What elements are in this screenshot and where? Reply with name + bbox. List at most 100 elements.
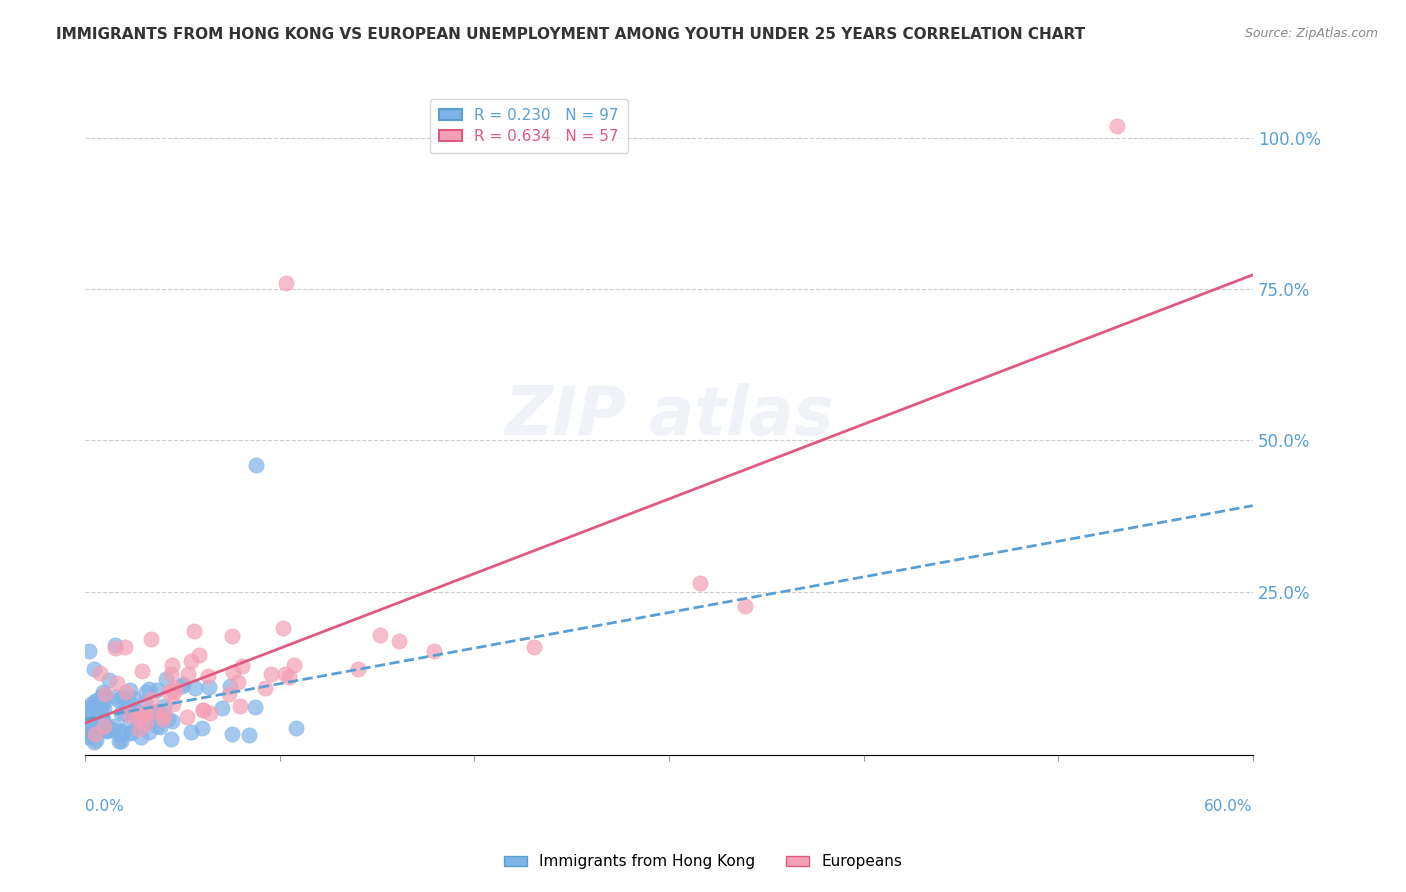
Europeans	[160, 666, 183, 681]
Immigrants from Hong Kong	[91, 689, 114, 703]
Immigrants from Hong Kong	[80, 712, 103, 726]
Immigrants from Hong Kong	[90, 712, 112, 726]
Immigrants from Hong Kong	[118, 682, 141, 697]
Europeans	[127, 710, 149, 724]
Europeans	[271, 621, 294, 635]
Europeans	[114, 640, 136, 654]
Immigrants from Hong Kong	[138, 714, 160, 728]
Immigrants from Hong Kong	[76, 730, 98, 744]
Immigrants from Hong Kong	[97, 720, 120, 734]
Europeans	[162, 697, 184, 711]
Europeans	[120, 708, 142, 723]
Immigrants from Hong Kong	[191, 722, 214, 736]
Europeans	[274, 667, 297, 681]
Immigrants from Hong Kong	[112, 706, 135, 721]
Immigrants from Hong Kong	[89, 714, 111, 729]
Europeans	[163, 685, 186, 699]
Immigrants from Hong Kong	[221, 727, 243, 741]
Europeans	[423, 643, 446, 657]
Text: Source: ZipAtlas.com: Source: ZipAtlas.com	[1244, 27, 1378, 40]
Immigrants from Hong Kong	[93, 713, 115, 727]
Immigrants from Hong Kong	[77, 716, 100, 731]
Europeans	[134, 707, 156, 722]
Immigrants from Hong Kong	[198, 680, 221, 694]
Europeans	[139, 692, 162, 706]
Europeans	[231, 659, 253, 673]
Immigrants from Hong Kong	[101, 723, 124, 738]
Immigrants from Hong Kong	[93, 723, 115, 737]
Immigrants from Hong Kong	[211, 701, 233, 715]
Immigrants from Hong Kong	[146, 683, 169, 698]
Europeans	[180, 654, 202, 668]
Europeans	[283, 657, 305, 672]
Europeans	[222, 665, 245, 680]
Immigrants from Hong Kong	[83, 735, 105, 749]
Immigrants from Hong Kong	[91, 711, 114, 725]
Immigrants from Hong Kong	[138, 724, 160, 739]
Europeans	[689, 575, 711, 590]
Immigrants from Hong Kong	[112, 690, 135, 704]
Immigrants from Hong Kong	[75, 728, 97, 742]
Immigrants from Hong Kong	[184, 681, 207, 695]
Europeans	[218, 687, 240, 701]
Text: ZIP atlas: ZIP atlas	[505, 384, 834, 450]
Immigrants from Hong Kong	[105, 690, 128, 705]
Europeans	[177, 667, 200, 681]
Immigrants from Hong Kong	[107, 693, 129, 707]
Europeans	[387, 634, 409, 648]
Immigrants from Hong Kong	[120, 724, 142, 739]
Immigrants from Hong Kong	[80, 728, 103, 742]
Europeans	[183, 624, 205, 638]
Europeans	[139, 632, 162, 646]
Text: IMMIGRANTS FROM HONG KONG VS EUROPEAN UNEMPLOYMENT AMONG YOUTH UNDER 25 YEARS CO: IMMIGRANTS FROM HONG KONG VS EUROPEAN UN…	[56, 27, 1085, 42]
Europeans	[274, 276, 297, 290]
Europeans	[277, 670, 299, 684]
Europeans	[94, 688, 117, 702]
Immigrants from Hong Kong	[75, 723, 97, 737]
Europeans	[157, 685, 180, 699]
Immigrants from Hong Kong	[91, 696, 114, 710]
Europeans	[104, 640, 127, 655]
Immigrants from Hong Kong	[127, 718, 149, 732]
Immigrants from Hong Kong	[82, 716, 104, 731]
Immigrants from Hong Kong	[93, 701, 115, 715]
Europeans	[89, 665, 111, 680]
Immigrants from Hong Kong	[245, 700, 267, 714]
Text: 60.0%: 60.0%	[1205, 799, 1253, 814]
Immigrants from Hong Kong	[160, 731, 183, 746]
Europeans	[188, 648, 211, 662]
Immigrants from Hong Kong	[94, 688, 117, 702]
Immigrants from Hong Kong	[91, 685, 114, 699]
Legend: R = 0.230   N = 97, R = 0.634   N = 57: R = 0.230 N = 97, R = 0.634 N = 57	[430, 99, 628, 153]
Immigrants from Hong Kong	[110, 723, 132, 738]
Immigrants from Hong Kong	[77, 643, 100, 657]
Immigrants from Hong Kong	[238, 728, 260, 742]
Europeans	[523, 640, 546, 654]
Immigrants from Hong Kong	[79, 704, 101, 718]
Europeans	[93, 719, 115, 733]
Immigrants from Hong Kong	[96, 722, 118, 736]
Immigrants from Hong Kong	[134, 706, 156, 721]
Legend: Immigrants from Hong Kong, Europeans: Immigrants from Hong Kong, Europeans	[498, 848, 908, 875]
Europeans	[226, 675, 249, 690]
Immigrants from Hong Kong	[86, 693, 108, 707]
Europeans	[193, 703, 215, 717]
Immigrants from Hong Kong	[245, 458, 267, 472]
Immigrants from Hong Kong	[90, 703, 112, 717]
Europeans	[160, 683, 183, 698]
Immigrants from Hong Kong	[160, 714, 183, 728]
Immigrants from Hong Kong	[82, 722, 104, 736]
Immigrants from Hong Kong	[131, 730, 153, 744]
Immigrants from Hong Kong	[84, 721, 107, 735]
Immigrants from Hong Kong	[124, 703, 146, 717]
Europeans	[128, 723, 150, 737]
Immigrants from Hong Kong	[143, 706, 166, 721]
Immigrants from Hong Kong	[96, 723, 118, 738]
Immigrants from Hong Kong	[121, 690, 143, 705]
Immigrants from Hong Kong	[83, 703, 105, 717]
Europeans	[221, 629, 243, 643]
Immigrants from Hong Kong	[219, 679, 242, 693]
Europeans	[83, 727, 105, 741]
Europeans	[734, 599, 756, 613]
Immigrants from Hong Kong	[84, 703, 107, 717]
